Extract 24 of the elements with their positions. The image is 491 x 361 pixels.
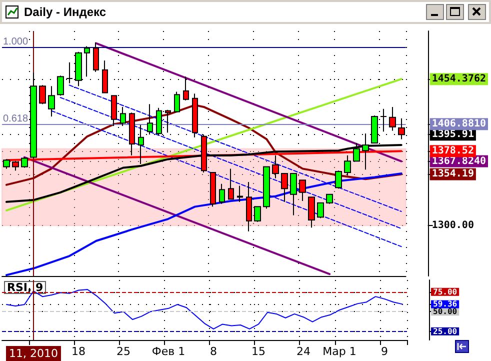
x-tick-label: 8 [210, 345, 217, 358]
chart-title: Daily - Индекс [24, 5, 106, 19]
x-tick-label: 24 [296, 345, 310, 358]
y2-tick-label: 0.618 [3, 114, 28, 125]
y-tick-label: 1378.52 [432, 146, 474, 157]
y-tick-label: 1367.8240 [432, 156, 486, 167]
x-tick-label: 25 [116, 345, 130, 358]
x-tick-label: 15 [252, 345, 266, 358]
y-tick-label: 1354.19 [432, 168, 474, 180]
y-tick-label: 59.36 [433, 300, 458, 309]
x-tick-label: Фев 1 [152, 345, 186, 358]
x-tick-label: 11, 2010 [9, 347, 58, 360]
y2-tick-label: 1.000 [3, 36, 28, 48]
x-tick-label: Мар 1 [322, 345, 356, 358]
chart-title: RSI, 9 [7, 281, 44, 294]
y-tick-label: 1454.3762 [432, 74, 486, 85]
y-tick-label: 75.00 [433, 287, 458, 296]
y-tick-label: 50.00 [433, 307, 458, 316]
x-tick-label: 9 [381, 345, 388, 358]
y-tick-label: 1395.91 [432, 129, 474, 140]
y-tick-label: 25.00 [433, 326, 458, 336]
x-tick-label: 18 [72, 345, 86, 358]
y-tick-label: 1406.8810 [432, 118, 486, 130]
y-tick-label: 1300.00 [432, 220, 474, 232]
